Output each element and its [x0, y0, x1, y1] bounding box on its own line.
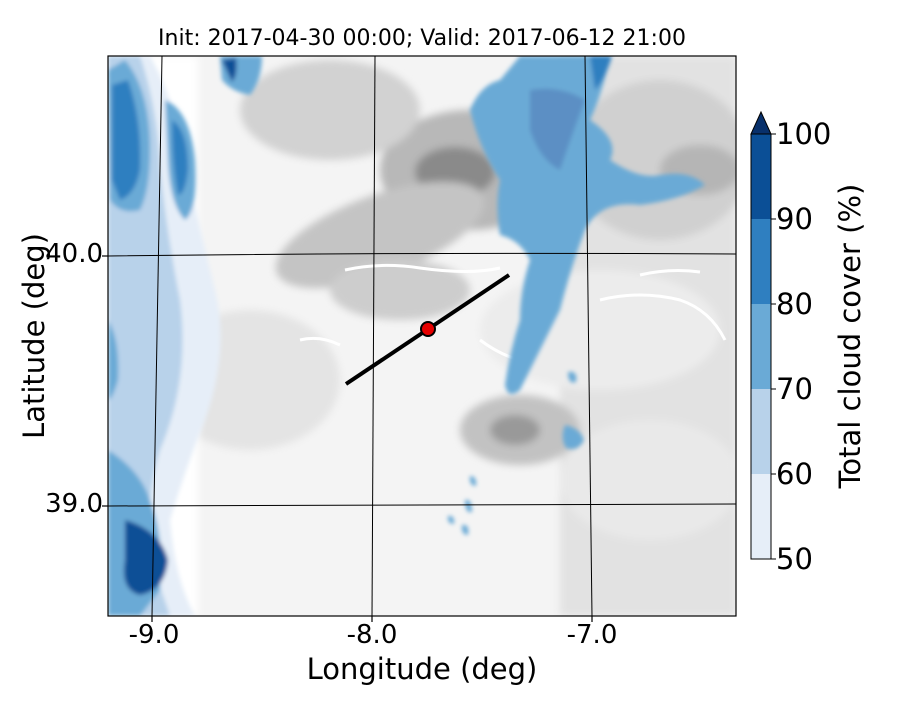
colorbar-tick-label: 50 [776, 542, 813, 576]
graticule [108, 56, 736, 616]
y-tick-label: 39.0 [45, 489, 103, 519]
x-tick-label: -9.0 [128, 620, 180, 650]
colorbar-tick-label: 70 [776, 372, 813, 406]
x-tick-label: -8.0 [346, 620, 398, 650]
map-frame [107, 55, 737, 617]
colorbar-tick-label: 80 [776, 287, 813, 321]
location-marker [420, 321, 436, 337]
x-axis-label: Longitude (deg) [306, 652, 538, 686]
terrain-shading [108, 56, 736, 616]
colorbar-segment [751, 134, 771, 219]
colorbar [750, 110, 776, 560]
y-tick-label: 40.0 [45, 239, 103, 269]
colorbar-frame [750, 133, 772, 560]
axis-ticks [102, 255, 593, 622]
colorbar-segment [751, 389, 771, 474]
colorbar-tick-label: 90 [776, 202, 813, 236]
colorbar-segment [751, 304, 771, 389]
colorbar-tick-label: 60 [776, 457, 813, 491]
colorbar-label: Total cloud cover (%) [833, 183, 867, 489]
plot-title: Init: 2017-04-30 00:00; Valid: 2017-06-1… [158, 26, 686, 51]
colorbar-segment [751, 219, 771, 304]
x-tick-label: -7.0 [566, 620, 618, 650]
map-area [108, 56, 736, 616]
colorbar-segment [751, 474, 771, 559]
colorbar-extend-triangle [750, 110, 772, 135]
colorbar-tick-label: 100 [776, 117, 832, 151]
